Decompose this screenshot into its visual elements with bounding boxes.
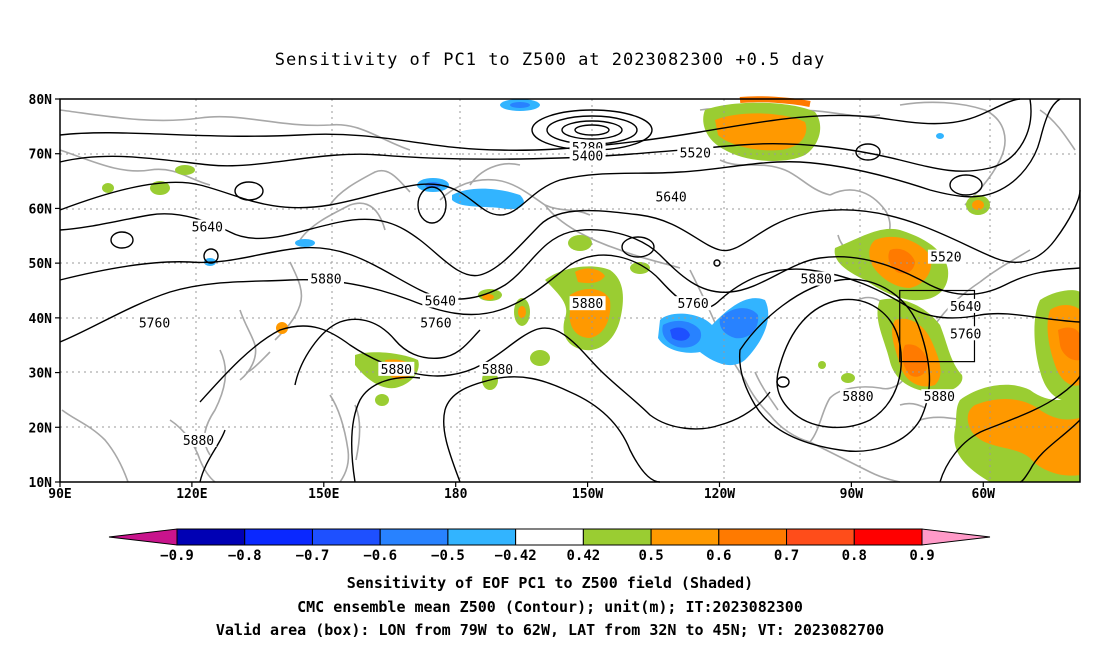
contour-label-bg (677, 145, 714, 160)
lon-label: 120E (176, 487, 207, 502)
colorbar: −0.9 −0.8 −0.7 −0.6 −0.5 −0.42 0.42 0.5 0.6 0.7 0.… (108, 528, 991, 564)
contour-label: 5640 (655, 190, 686, 205)
contour-label-bg (675, 296, 712, 311)
colorbar-swatch (853, 528, 923, 546)
caption-shading: Sensitivity of EOF PC1 to Z500 field (Sh… (346, 574, 754, 592)
latitude-labels: 80N 70N 60N 50N 40N 30N 20N 10N (29, 93, 60, 491)
colorbar-label: 0.42 (567, 548, 601, 564)
contour-label: 5880 (924, 390, 955, 405)
caption-contour: CMC ensemble mean Z500 (Contour); unit(m… (297, 598, 803, 616)
contour-label: 5880 (381, 363, 412, 378)
lon-label: 180 (444, 487, 468, 502)
lat-label: 60N (29, 202, 53, 217)
colorbar-label: 0.7 (774, 548, 799, 564)
lon-label: 90E (48, 487, 71, 502)
contour-label-bg (947, 326, 984, 341)
lat-label: 70N (29, 148, 53, 163)
colorbar-swatch (447, 528, 517, 546)
colorbar-swatch (311, 528, 381, 546)
contour-label-bg (422, 293, 459, 308)
lon-label: 120W (704, 487, 735, 502)
contour-labels: 5280540055205640564058805760564057605880… (136, 140, 984, 449)
colorbar-label: 0.5 (638, 548, 663, 564)
contour-label-bg (839, 389, 876, 404)
lat-label: 50N (29, 257, 53, 272)
colorbar-swatch (650, 528, 720, 546)
contour-label: 5880 (572, 297, 603, 312)
lat-label: 10N (29, 476, 53, 491)
map-frame (59, 98, 1081, 483)
z500-contours (59, 98, 1081, 483)
colorbar-swatch (379, 528, 449, 546)
contour-label: 5760 (420, 316, 451, 331)
lon-label: 90W (840, 487, 864, 502)
contour-label-bg (947, 298, 984, 313)
colorbar-swatch (244, 528, 313, 546)
contour-label-bg (798, 271, 835, 286)
colorbar-swatch (176, 528, 246, 546)
contour-label: 5640 (425, 294, 456, 309)
caption-valid-area: Valid area (box): LON from 79W to 62W, L… (215, 621, 885, 639)
lat-label: 40N (29, 312, 53, 327)
colorbar-label: −0.7 (296, 548, 330, 564)
lon-label: 150E (308, 487, 339, 502)
contour-label: 5880 (801, 273, 832, 288)
contour-label: 5520 (680, 147, 711, 162)
colorbar-label: −0.6 (363, 548, 397, 564)
contour-label-bg (653, 189, 690, 204)
contour-label: 5400 (572, 149, 603, 164)
longitude-labels: 90E 120E 150E 180 150W 120W 90W 60W (48, 482, 995, 502)
colorbar-swatch (786, 528, 855, 546)
colorbar-label: −0.9 (160, 548, 194, 564)
colorbar-label: −0.8 (228, 548, 262, 564)
lon-label: 60W (972, 487, 996, 502)
contour-label-bg (921, 389, 958, 404)
colorbar-label: 0.6 (706, 548, 731, 564)
contour-label: 5880 (310, 273, 341, 288)
contour-label: 5520 (930, 251, 961, 266)
colorbar-swatch (582, 528, 652, 546)
contour-label-bg (189, 219, 226, 234)
lat-label: 80N (29, 93, 53, 108)
contour-label-bg (569, 296, 606, 311)
colorbar-label: −0.42 (495, 548, 537, 564)
colorbar-swatch (515, 528, 584, 546)
contour-label-bg (180, 432, 217, 447)
contour-label-bg (927, 249, 964, 264)
contour-label-bg (569, 148, 606, 163)
colorbar-low-extension (108, 528, 178, 546)
lon-label: 150W (572, 487, 603, 502)
contour-label-bg (479, 361, 516, 376)
contour-label: 5880 (183, 434, 214, 449)
contour-label: 5640 (950, 300, 981, 315)
map-title: Sensitivity of PC1 to Z500 at 2023082300… (274, 50, 826, 70)
colorbar-label: 0.8 (842, 548, 867, 564)
valid-area-box (899, 289, 976, 363)
contour-label: 5760 (139, 316, 170, 331)
contour-label-bg (378, 361, 415, 376)
contour-label-bg (136, 315, 173, 330)
contour-label: 5760 (950, 327, 981, 342)
contour-label-bg (307, 271, 344, 286)
lat-label: 20N (29, 421, 53, 436)
contour-label: 5880 (842, 390, 873, 405)
colorbar-label: 0.9 (909, 548, 934, 564)
colorbar-high-extension (921, 528, 991, 546)
colorbar-swatch (718, 528, 788, 546)
contour-label: 5640 (192, 221, 223, 236)
contour-label: 5880 (482, 363, 513, 378)
colorbar-label: −0.5 (431, 548, 465, 564)
contour-label: 5760 (677, 297, 708, 312)
lat-label: 30N (29, 367, 53, 382)
contour-label-bg (417, 315, 454, 330)
